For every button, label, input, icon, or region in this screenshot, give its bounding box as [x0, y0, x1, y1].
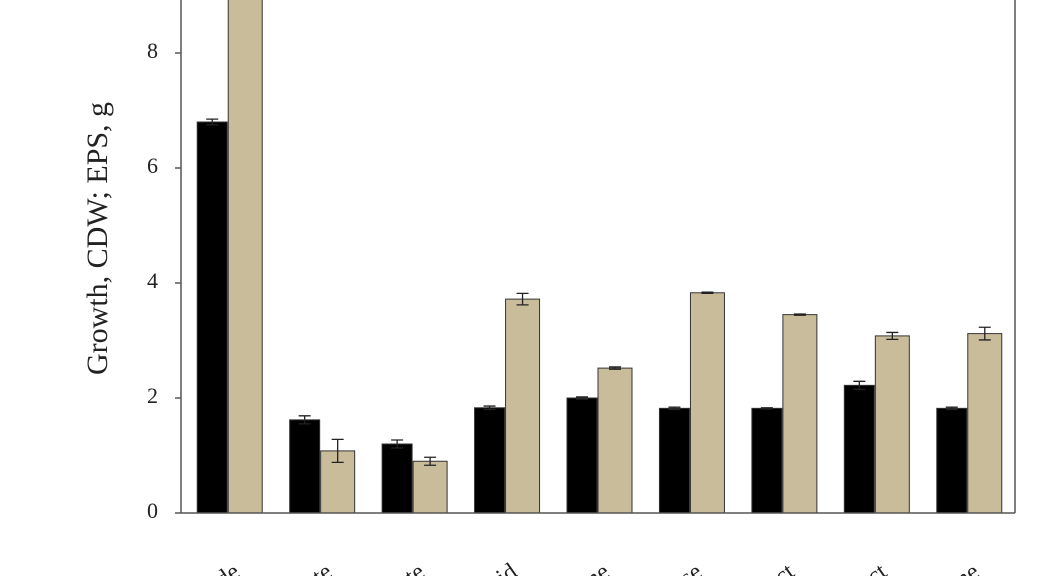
- error-bar: [391, 439, 404, 449]
- error-bar: [945, 406, 958, 411]
- bar: [751, 407, 783, 514]
- y-tick-label: 0: [147, 498, 158, 523]
- error-bar: [206, 118, 219, 126]
- error-bar: [516, 292, 529, 306]
- bar: [967, 333, 1003, 514]
- bar: [566, 397, 598, 514]
- y-tick-label: 2: [147, 383, 158, 408]
- bar: [505, 298, 541, 514]
- error-bar: [668, 406, 681, 411]
- bar: [689, 292, 725, 514]
- bar: [843, 384, 875, 514]
- error-bar: [331, 438, 344, 464]
- bar: [597, 367, 633, 514]
- x-tick-label: ose: [666, 559, 707, 576]
- bar: [658, 407, 690, 514]
- y-tick-label: 8: [147, 38, 158, 63]
- bar: [412, 460, 448, 514]
- error-bar: [793, 313, 806, 316]
- bar: [381, 443, 413, 514]
- bar: [227, 0, 263, 514]
- x-tick-label: act: [761, 558, 799, 576]
- error-bar: [298, 415, 311, 425]
- error-bar: [424, 456, 437, 466]
- x-tick-label: act: [854, 558, 892, 576]
- bar: [289, 419, 321, 514]
- error-bar: [701, 291, 714, 294]
- bar: [782, 314, 818, 514]
- x-tick-label: ate: [299, 559, 337, 576]
- error-bar: [978, 326, 991, 341]
- x-tick-label: one: [571, 559, 614, 576]
- error-bar: [853, 380, 866, 391]
- x-tick-label: one: [941, 559, 984, 576]
- y-tick-label: 6: [147, 153, 158, 178]
- x-tick-label: ide: [206, 559, 245, 576]
- bar: [874, 335, 910, 514]
- error-bar: [886, 331, 899, 340]
- x-tick-label: cid: [483, 559, 522, 576]
- bar: [936, 407, 968, 514]
- x-tick-label: ate: [392, 559, 430, 576]
- error-bar: [576, 396, 588, 400]
- error-bar: [483, 405, 496, 411]
- error-bar: [760, 407, 773, 410]
- bar: [474, 407, 506, 514]
- y-axis-label: Growth, CDW; EPS, g: [81, 102, 114, 375]
- bar: [196, 121, 228, 514]
- error-bar: [609, 366, 621, 370]
- y-tick-label: 4: [147, 268, 158, 293]
